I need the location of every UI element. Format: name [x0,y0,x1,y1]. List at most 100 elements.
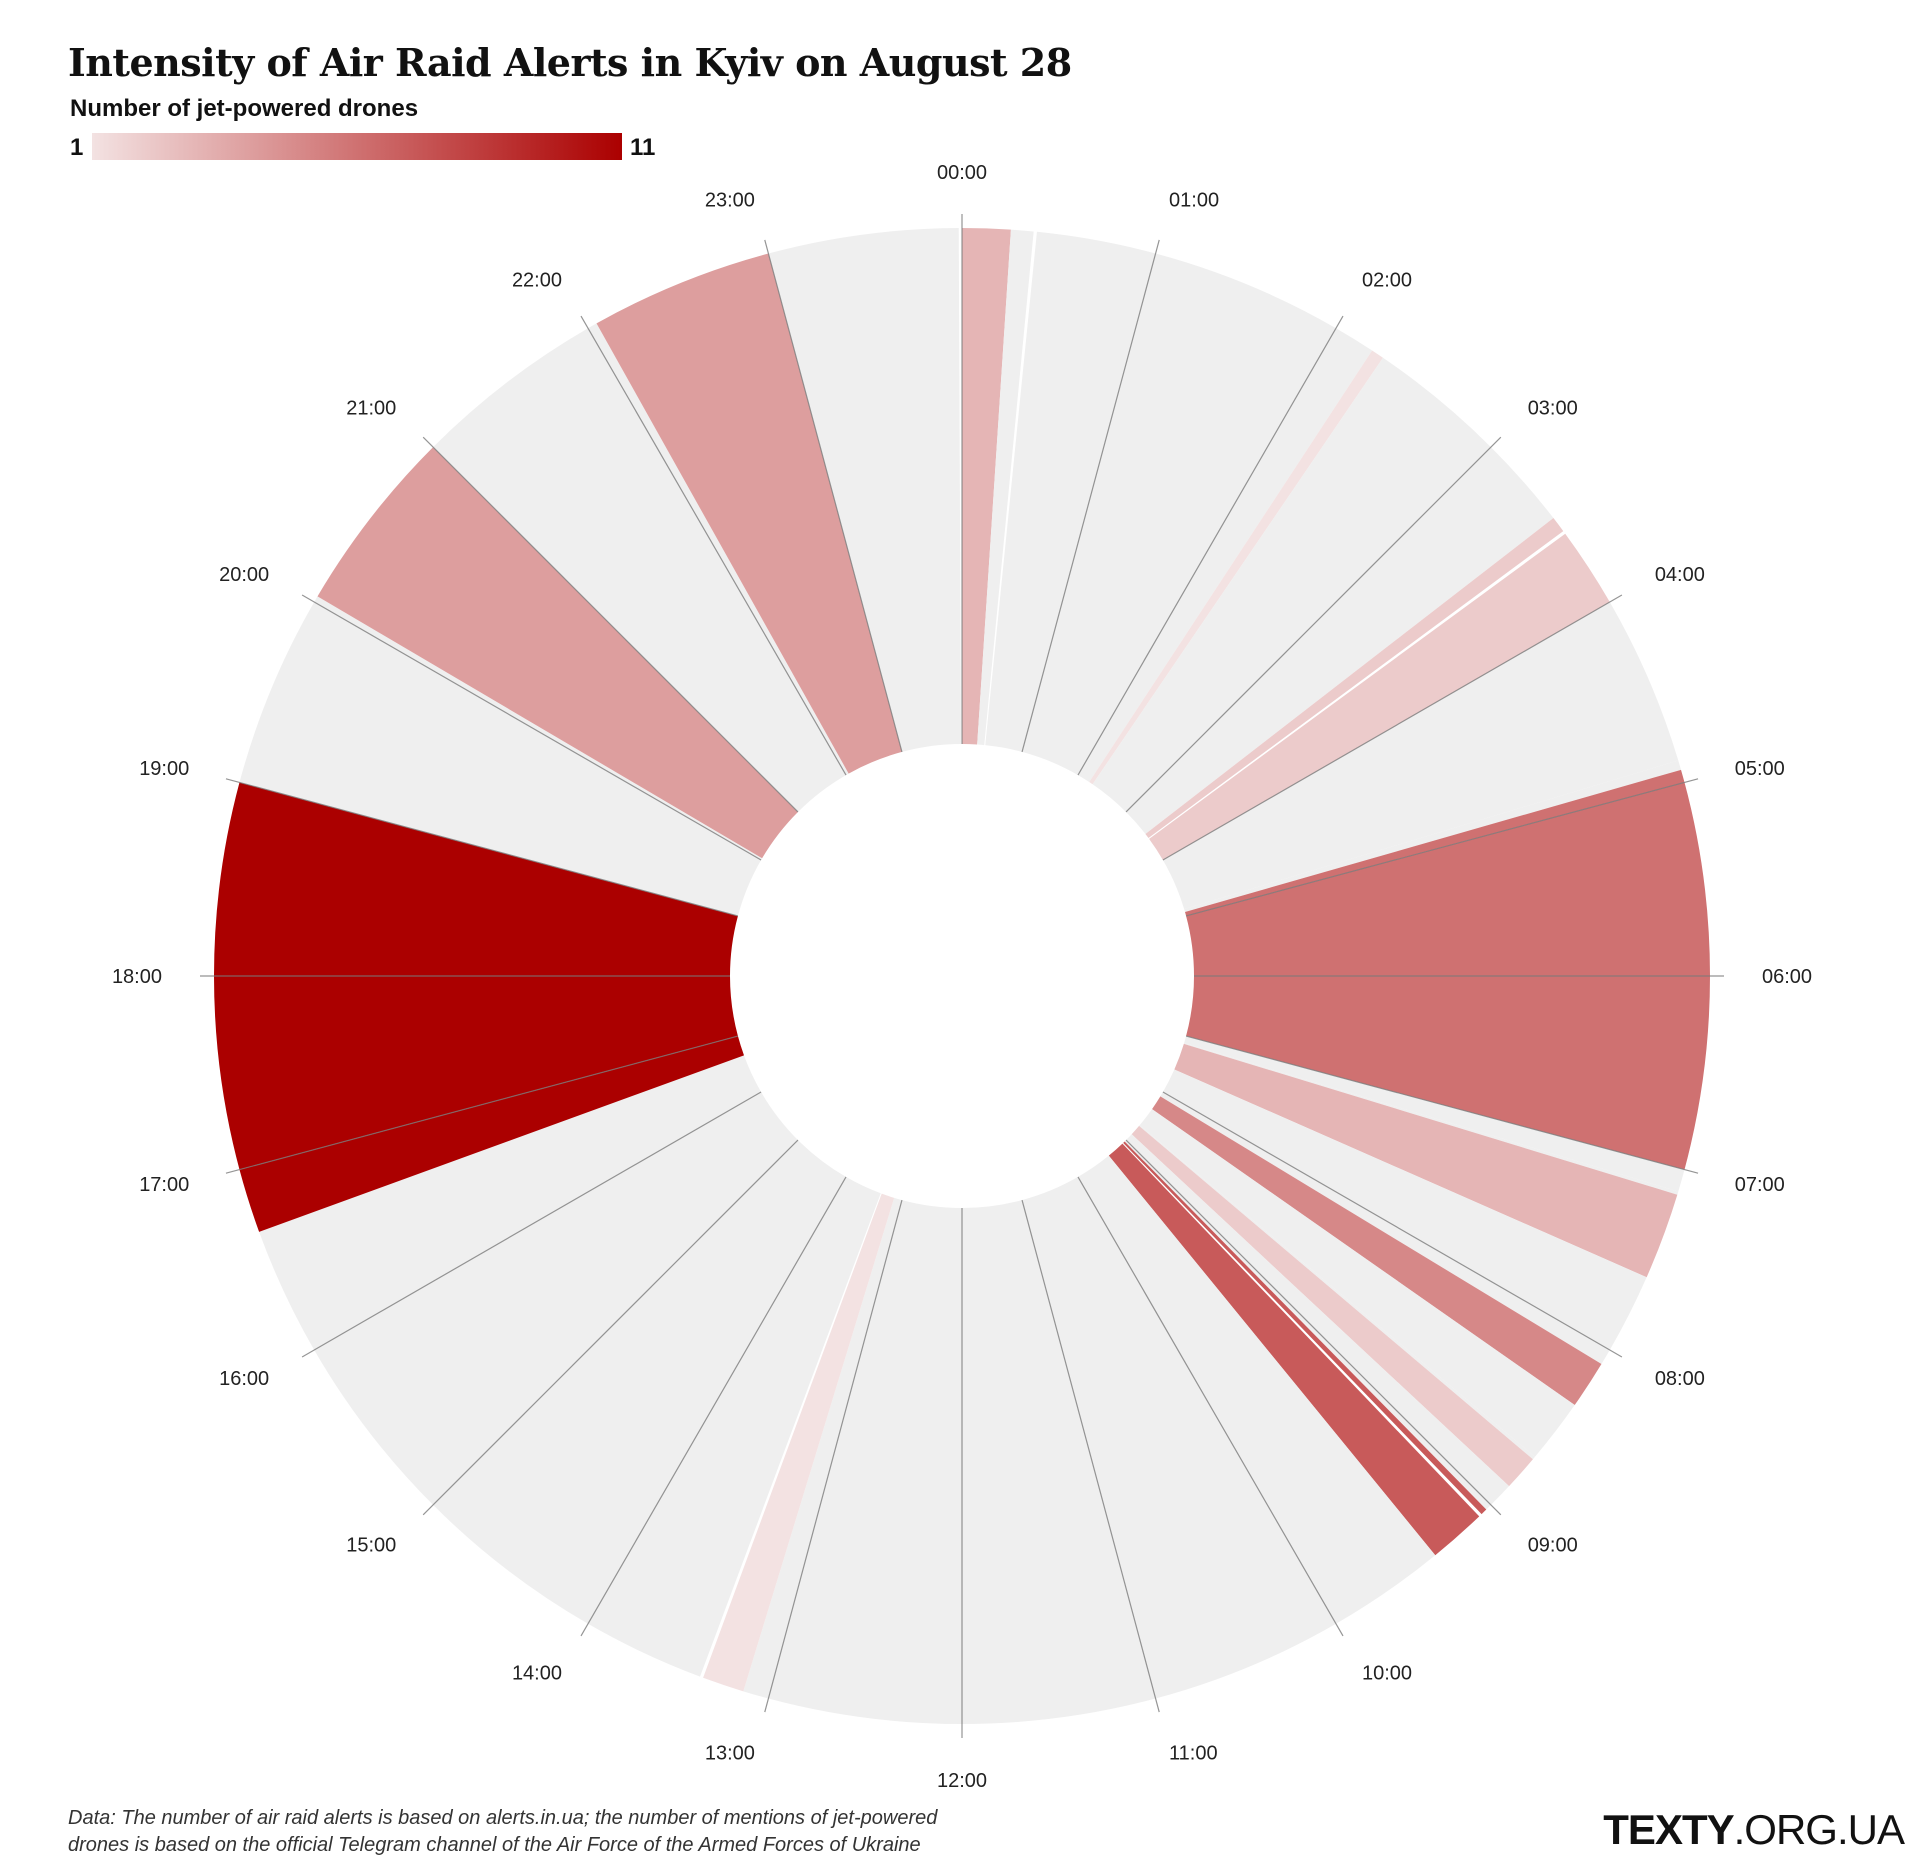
hour-label-10: 10:00 [1362,1662,1412,1684]
alert-segment-15 [1184,1036,1685,1192]
source-line-2: drones is based on the official Telegram… [68,1834,921,1856]
hour-line-21 [422,436,799,813]
logo-thin: .ORG.UA [1733,1806,1905,1853]
alert-segment-35 [433,1140,846,1624]
alert-segment-18 [1162,1069,1647,1350]
alert-segment-20 [1152,1096,1602,1406]
alert-segment-37 [259,1055,762,1350]
alert-segment-9 [1149,533,1610,860]
alert-segment-5 [1089,350,1383,785]
hour-line-22 [580,315,847,776]
hour-label-5: 05:00 [1735,758,1785,780]
hour-label-11: 11:00 [1169,1743,1218,1765]
alert-segment-17 [1174,1043,1678,1278]
alert-segment-44 [433,328,846,812]
alert-segment-19 [1160,1092,1610,1365]
legend-max-label: 11 [630,134,656,161]
alert-segment-27 [1108,1143,1480,1556]
alert-segment-46 [596,253,902,774]
hour-line-20 [301,594,762,861]
alert-segment-43 [317,447,798,859]
legend-gradient-bar [92,133,622,160]
hour-label-13: 13:00 [705,1743,755,1765]
hour-label-16: 16:00 [219,1368,269,1390]
alert-segment-0 [962,227,1011,745]
alert-segment-42 [314,596,763,860]
hour-labels-layer: 00:00 01:00 02:00 03:00 04:00 05:00 06:00 07:00… [112,162,1812,1792]
hour-label-2: 02:00 [1362,270,1412,292]
hour-label-19: 19:00 [139,758,189,780]
hour-line-19 [225,778,739,917]
alert-segment-31 [768,1200,962,1724]
hour-label-8: 08:00 [1655,1368,1705,1390]
hour-line-7 [1185,1035,1699,1174]
alert-segment-8 [1145,518,1564,838]
alert-segment-11 [1184,760,1682,913]
alert-segment-30 [962,1200,1156,1724]
alert-segment-47 [768,228,961,752]
hour-line-16 [301,1091,762,1358]
hour-line-4 [1162,594,1623,861]
alert-segment-13 [1186,782,1710,976]
hour-line-15 [422,1139,799,1516]
legend-min-label: 1 [70,134,84,161]
hour-label-7: 07:00 [1735,1174,1785,1196]
legend-label: Number of jet-powered drones [70,95,419,122]
alert-segment-38 [239,1036,744,1232]
hour-label-20: 20:00 [219,564,269,586]
hour-label-6: 06:00 [1762,966,1812,988]
hour-line-9 [1125,1139,1502,1516]
alert-segment-21 [1139,1109,1575,1457]
hour-label-4: 04:00 [1655,564,1705,586]
hour-line-1 [1021,239,1160,753]
hour-label-3: 03:00 [1528,397,1578,419]
alert-segment-24 [1126,1134,1510,1505]
hour-line-10 [1077,1176,1344,1637]
hour-label-12: 12:00 [937,1770,987,1792]
alert-segment-12 [1185,769,1685,916]
hour-label-0: 00:00 [937,162,987,184]
alert-segment-26 [1123,1141,1487,1515]
alert-segment-3 [1022,253,1336,776]
hour-line-3 [1125,436,1502,813]
alert-segment-4 [1078,328,1373,782]
hour-label-15: 15:00 [346,1535,396,1557]
alert-segment-45 [588,323,849,776]
hour-label-1: 01:00 [1169,189,1219,211]
alert-segment-10 [1162,602,1679,910]
hour-line-11 [1021,1199,1160,1713]
alert-segment-23 [1131,1125,1533,1487]
alert-segment-7 [1126,447,1554,834]
alert-segment-29 [1022,1176,1336,1699]
hour-label-17: 17:00 [139,1174,189,1196]
hour-label-21: 21:00 [346,397,396,419]
legend-gradient-rect [92,133,622,160]
source-line-1: Data: The number of air raid alerts is b… [68,1807,938,1829]
hour-lines-layer [200,214,1724,1738]
texty-logo[interactable]: TEXTY.ORG.UA [1603,1806,1905,1854]
alert-segment-25 [1124,1140,1491,1510]
source-footnote: Data: The number of air raid alerts is b… [68,1805,1068,1859]
hour-line-2 [1077,315,1344,776]
segments-layer [214,227,1710,1724]
alert-segment-6 [1092,357,1491,812]
chart-title: Intensity of Air Raid Alerts in Kyiv on … [68,40,1072,85]
alert-segment-28 [1078,1155,1436,1624]
alert-segment-40 [214,782,738,976]
hour-label-9: 09:00 [1528,1535,1578,1557]
alert-segment-39 [214,976,738,1170]
alert-segment-36 [314,1092,798,1505]
alert-segment-41 [239,602,762,916]
alert-segment-33 [703,1193,895,1692]
hour-line-5 [1185,778,1699,917]
hour-line-17 [225,1035,739,1174]
hour-line-14 [580,1176,847,1637]
alert-segment-34 [588,1176,881,1677]
hour-line-8 [1162,1091,1623,1358]
hour-line-23 [764,239,903,753]
alert-segment-32 [743,1197,902,1699]
alert-segment-1 [977,229,1034,746]
hour-label-23: 23:00 [705,189,755,211]
hour-label-18: 18:00 [112,966,162,988]
